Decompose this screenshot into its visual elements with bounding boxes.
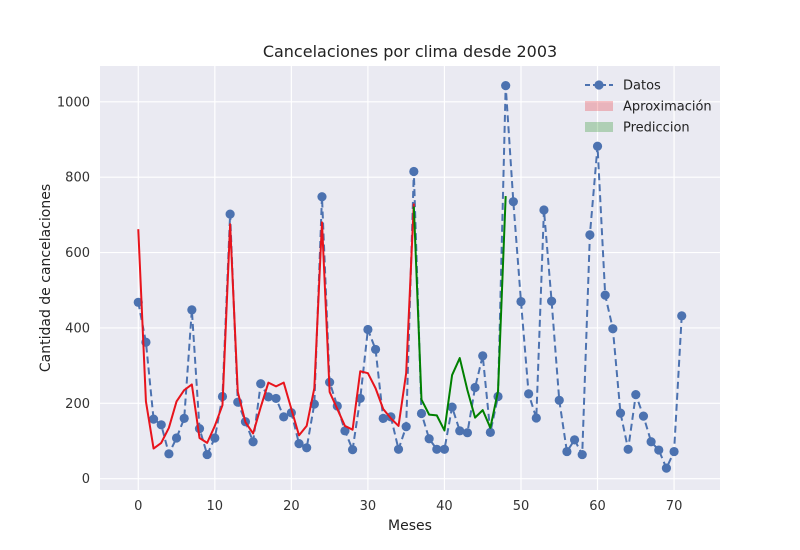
data-point — [455, 426, 465, 436]
legend-swatch-prediccion — [585, 122, 613, 132]
y-tick-label: 800 — [65, 171, 90, 186]
x-tick-label: 10 — [207, 499, 224, 514]
data-point — [470, 382, 480, 393]
data-point — [508, 197, 518, 207]
legend-label-datos: Datos — [623, 79, 661, 94]
data-point — [577, 449, 587, 460]
data-point — [409, 166, 419, 177]
data-point — [225, 209, 235, 219]
legend-label-aproximacion: Aproximación — [623, 100, 712, 115]
data-point — [485, 427, 495, 437]
data-point — [432, 444, 442, 454]
data-point — [210, 433, 220, 443]
data-point — [646, 437, 656, 447]
data-point — [148, 414, 159, 424]
legend-label-prediccion: Prediccion — [623, 121, 690, 136]
data-point — [256, 379, 266, 389]
data-point — [524, 389, 534, 399]
y-tick-label: 0 — [82, 472, 90, 487]
data-point — [547, 296, 557, 306]
data-point — [638, 411, 649, 421]
data-point — [401, 422, 411, 432]
data-point — [347, 445, 358, 455]
data-point — [462, 428, 473, 438]
data-point — [669, 446, 679, 457]
data-point — [370, 344, 381, 355]
data-point — [363, 324, 373, 335]
data-point — [654, 445, 664, 455]
x-tick-label: 30 — [360, 499, 377, 514]
data-point — [156, 420, 166, 430]
data-point — [615, 408, 626, 418]
y-tick-label: 400 — [65, 321, 90, 336]
data-point — [340, 426, 350, 436]
series-layer — [133, 81, 687, 473]
data-point — [271, 393, 281, 404]
data-point — [516, 296, 526, 307]
data-point — [592, 141, 603, 151]
data-point — [393, 444, 404, 454]
x-ticks: 0 10 20 30 40 50 60 70 — [134, 499, 682, 514]
data-point — [294, 439, 304, 449]
data-point — [416, 408, 427, 419]
data-point — [478, 351, 488, 361]
data-point — [179, 413, 189, 423]
series-line-aproximacion — [137, 203, 415, 450]
data-point — [600, 290, 610, 300]
data-point — [317, 192, 327, 202]
legend-marker-datos — [594, 80, 604, 90]
x-tick-label: 70 — [666, 499, 683, 514]
y-ticks: 0 200 400 600 800 1000 — [57, 95, 90, 487]
data-point — [539, 205, 549, 215]
legend: Datos Aproximación Prediccion — [585, 79, 712, 136]
y-tick-label: 600 — [65, 246, 90, 261]
data-point — [554, 395, 564, 405]
x-axis-label: Meses — [388, 518, 432, 534]
data-point — [424, 434, 434, 444]
data-point — [171, 433, 182, 443]
data-point — [562, 446, 572, 457]
data-point — [439, 444, 450, 454]
x-tick-label: 40 — [436, 499, 453, 514]
data-point — [202, 449, 212, 460]
data-point — [631, 390, 641, 400]
data-point — [378, 413, 388, 423]
y-axis-label: Cantidad de cancelaciones — [38, 184, 54, 372]
data-point — [447, 402, 457, 412]
data-point — [623, 444, 633, 454]
legend-swatch-aproximacion — [585, 101, 613, 111]
data-point — [187, 305, 197, 315]
data-point — [279, 412, 289, 422]
data-point — [302, 443, 312, 453]
x-tick-label: 20 — [283, 499, 300, 514]
data-point — [677, 311, 687, 321]
data-point — [661, 463, 672, 473]
chart-title: Cancelaciones por clima desde 2003 — [263, 42, 557, 61]
data-point — [501, 81, 511, 91]
series-line-prediccion — [412, 195, 507, 432]
x-tick-label: 50 — [513, 499, 530, 514]
data-point — [531, 413, 541, 423]
data-point — [569, 435, 580, 445]
data-point — [248, 437, 258, 447]
data-point — [263, 392, 273, 402]
y-tick-label: 200 — [65, 397, 90, 412]
x-tick-label: 60 — [589, 499, 606, 514]
x-tick-label: 0 — [134, 499, 142, 514]
data-point — [164, 449, 174, 459]
data-point — [608, 324, 618, 334]
data-point — [585, 230, 595, 240]
y-tick-label: 1000 — [57, 95, 90, 110]
